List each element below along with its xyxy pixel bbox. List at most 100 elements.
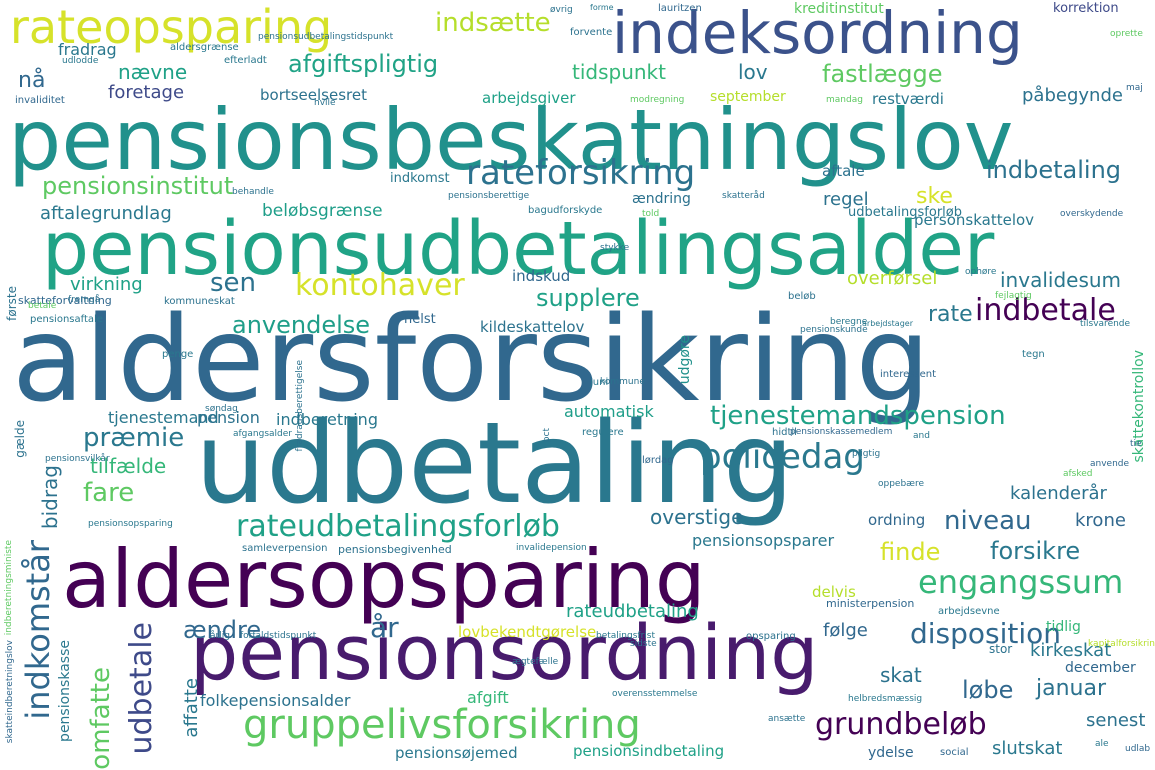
word-pensionskasse: pensionskasse [57, 640, 73, 742]
word-engangssum: engangssum [918, 563, 1124, 601]
word-korrektion: korrektion [1053, 1, 1119, 16]
word-personskattelov: personskattelov [914, 211, 1035, 229]
word-oprette: oprette [1110, 29, 1143, 39]
word-forfaldstidspunkt: forfaldstidspunkt [240, 631, 317, 641]
word-arbejdsgiver: arbejdsgiver [482, 89, 576, 107]
word-udlab: udlab [1125, 744, 1151, 754]
word-indbetaling: indbetaling [986, 156, 1122, 184]
word-indberetningsministe: indberetningsministe [4, 540, 14, 636]
word-ministerpension: ministerpension [826, 597, 915, 610]
word-december: december [1065, 660, 1136, 676]
word-bidrag: bidrag [38, 465, 62, 530]
word-pensionsvilkaar: pensionsvilkår [45, 454, 110, 464]
word-pensionsberettige: pensionsberettige [448, 191, 530, 201]
word-soendag: søndag [205, 404, 238, 414]
word-gaelde: gælde [13, 420, 27, 458]
word-tilfaelde: tilfælde [90, 454, 167, 478]
word-betalingsfrist: betalingsfrist [596, 631, 655, 641]
word-tegn: tegn [1022, 349, 1045, 360]
word-bortseelsesret: bortseelsesret [260, 86, 367, 104]
word-indkomst: indkomst [390, 171, 450, 186]
word-foretage: foretage [108, 82, 185, 103]
word-lov: lov [738, 60, 768, 84]
word-pensionsopsparer: pensionsopsparer [692, 531, 835, 550]
word-kapitalforsikring: kapitalforsikring [1088, 639, 1155, 649]
word-krone: krone [1075, 510, 1126, 531]
word-rateudbetaling: rateudbetaling [566, 601, 699, 622]
word-stor: stor [989, 642, 1013, 656]
word-udbetalingsforloeb: udbetalingsforløb [848, 205, 962, 220]
word-kildeskattelov: kildeskattelov [480, 318, 585, 336]
word-anvende: anvende [1090, 459, 1130, 469]
word-invalidesum: invalidesum [1000, 268, 1122, 292]
word-fradrag: fradrag [58, 40, 117, 59]
word-kalenderaar: kalenderår [1010, 483, 1107, 504]
word-pct: pct [542, 428, 552, 443]
word-skatteraad: skatteråd [722, 191, 765, 201]
word-aegtefaelle: ægtefælle [512, 657, 559, 667]
word-aldersopsparing: aldersopsparing [62, 533, 706, 626]
word-modregning: modregning [630, 95, 685, 105]
word-forme: forme [590, 3, 614, 12]
word-supplere: supplere [536, 284, 640, 312]
word-helbredsmaessig: helbredsmæssig [848, 694, 923, 704]
word-penge: penge [162, 349, 194, 360]
word-aftalegrundlag: aftalegrundlag [40, 203, 172, 224]
word-ansaette: ansætte [768, 714, 806, 724]
word-pensionsinstitut: pensionsinstitut [42, 172, 234, 200]
word-overfoersel: overførsel [847, 268, 938, 289]
word-ordning: ordning [868, 511, 926, 529]
word-lauritzen: lauritzen [658, 3, 702, 14]
word-rateopsparing: rateopsparing [10, 0, 333, 54]
word-fejlagtig: fejlagtig [995, 291, 1032, 301]
word-fastlaegge: fastlægge [822, 60, 943, 88]
word-aarlig: årlig [210, 631, 230, 641]
word-udbetaling: udbetaling [195, 399, 794, 529]
word-loerdag: lørdag [642, 455, 674, 466]
word-oppebaere: oppebære [878, 479, 925, 489]
word-pligtig: pligtig [852, 449, 881, 459]
word-aldersforsikring: aldersforsikring [12, 290, 931, 428]
word-overensstemmelse: overensstemmelse [612, 689, 698, 699]
word-pensionskunde: pensionskunde [800, 325, 868, 335]
word-beloeb: beløb [788, 291, 816, 302]
word-udbetale: udbetale [124, 622, 159, 755]
word-social: social [940, 747, 969, 758]
word-indbetale: indbetale [975, 293, 1116, 328]
word-pensionsopsparing: pensionsopsparing [88, 519, 173, 529]
word-mandag: mandag [826, 95, 863, 105]
word-and: and [913, 431, 930, 441]
word-gruppelivsforsikring: gruppelivsforsikring [243, 702, 641, 748]
word-aftale: aftale [822, 162, 865, 180]
word-kontohaver: kontohaver [295, 268, 465, 303]
word-forvente: forvente [570, 27, 613, 38]
word-skatteindberetningslov: skatteindberetningslov [5, 640, 15, 744]
word-stykke: stykke [600, 243, 630, 253]
word-beloebsgraense: beløbsgrænse [262, 201, 383, 221]
word-udlodde: udlodde [62, 56, 99, 66]
word-rateforsikring: rateforsikring [466, 153, 696, 193]
word-efterladt: efterladt [224, 55, 267, 66]
word-pensionsbegivenhed: pensionsbegivenhed [338, 543, 452, 556]
word-indsaette: indsætte [435, 8, 551, 38]
word-hvile: hvile [314, 98, 336, 108]
word-affatte: affatte [181, 678, 202, 738]
word-automatisk: automatisk [564, 402, 654, 421]
word-paabegynde: påbegynde [1022, 85, 1123, 106]
word-samleverpension: samleverpension [242, 543, 328, 554]
word-folkepensionsalder: folkepensionsalder [200, 691, 351, 710]
word-tilsvarende: tilsvarende [1080, 319, 1131, 329]
word-restvaerdi: restværdi [872, 90, 944, 108]
word-beregne: beregne [830, 317, 868, 327]
word-delvis: delvis [812, 583, 856, 601]
word-rateudbetalingsforløb: rateudbetalingsforløb [236, 509, 560, 544]
word-slutskat: slutskat [992, 738, 1063, 759]
word-tidspunkt: tidspunkt [572, 60, 666, 84]
word-afgangsalder: afgangsalder [233, 429, 292, 439]
word-ophoere: ophøre [965, 267, 997, 277]
word-aar: år [370, 611, 399, 644]
word-rate: rate [928, 302, 973, 327]
word-arbejdsevne: arbejdsevne [938, 606, 1000, 617]
word-disposition: disposition [910, 617, 1062, 650]
